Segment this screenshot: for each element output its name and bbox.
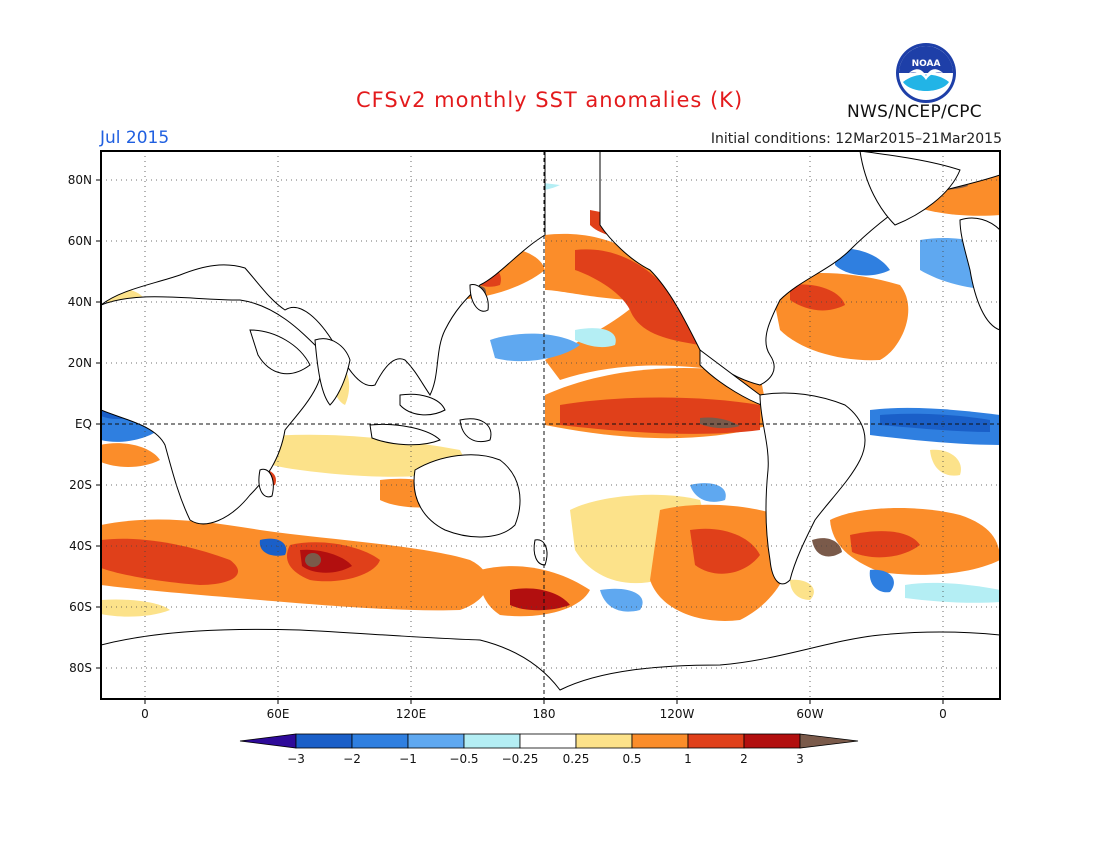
lon-label: 60E: [267, 707, 290, 721]
lat-label: 80N: [68, 173, 92, 187]
colorbar-swatch-m05-m025: [463, 733, 521, 749]
lon-label: 120W: [660, 707, 695, 721]
colorbar-swatch-m2-m1: [351, 733, 409, 749]
continents: [101, 151, 1000, 699]
colorbar-swatch-m3-m2: [295, 733, 353, 749]
lon-label: 0: [141, 707, 149, 721]
colorbar-swatch-p05-p1: [631, 733, 689, 749]
initial-conditions: Initial conditions: 12Mar2015–21Mar2015: [710, 131, 1002, 147]
colorbar-label: −2: [343, 752, 361, 766]
agency-label: NWS/NCEP/CPC: [847, 102, 982, 122]
colorbar-label: 3: [796, 752, 804, 766]
lat-label: 20S: [69, 478, 92, 492]
forecast-month: Jul 2015: [100, 128, 170, 148]
map-frame: [100, 150, 1001, 700]
equator-dateline: [101, 151, 1000, 699]
lat-label: 60N: [68, 234, 92, 248]
colorbar-label: 0.5: [622, 752, 641, 766]
noaa-logo-text: NOAA: [912, 59, 941, 69]
lat-label: 20N: [68, 356, 92, 370]
lat-label: 40S: [69, 539, 92, 553]
noaa-logo: NOAA: [896, 43, 956, 103]
lat-label: 40N: [68, 295, 92, 309]
colorbar-label: 1: [684, 752, 692, 766]
lon-label: 120E: [396, 707, 427, 721]
lon-label: 180: [533, 707, 556, 721]
colorbar-swatch-p025-p05: [575, 733, 633, 749]
colorbar-label: −3: [287, 752, 305, 766]
colorbar-label: −0.5: [449, 752, 478, 766]
lat-label: 80S: [69, 661, 92, 675]
colorbar-swatch-neutral: [519, 733, 577, 749]
colorbar-swatch-m1-m05: [407, 733, 465, 749]
colorbar-swatch-p2-p3: [743, 733, 801, 749]
lon-label: 0: [939, 707, 947, 721]
map-title: CFSv2 monthly SST anomalies (K): [356, 88, 744, 112]
lat-label: EQ: [75, 417, 92, 431]
colorbar-swatch-above-p3: [799, 733, 859, 749]
colorbar-swatch-below-m3: [239, 733, 297, 749]
lat-label: 60S: [69, 600, 92, 614]
colorbar-label: −1: [399, 752, 417, 766]
colorbar-swatch-p1-p2: [687, 733, 745, 749]
lon-label: 60W: [796, 707, 823, 721]
anomaly-field: [101, 151, 1000, 699]
colorbar-label: −0.25: [502, 752, 539, 766]
colorbar-label: 2: [740, 752, 748, 766]
colorbar: [239, 733, 859, 749]
colorbar-label: 0.25: [563, 752, 590, 766]
